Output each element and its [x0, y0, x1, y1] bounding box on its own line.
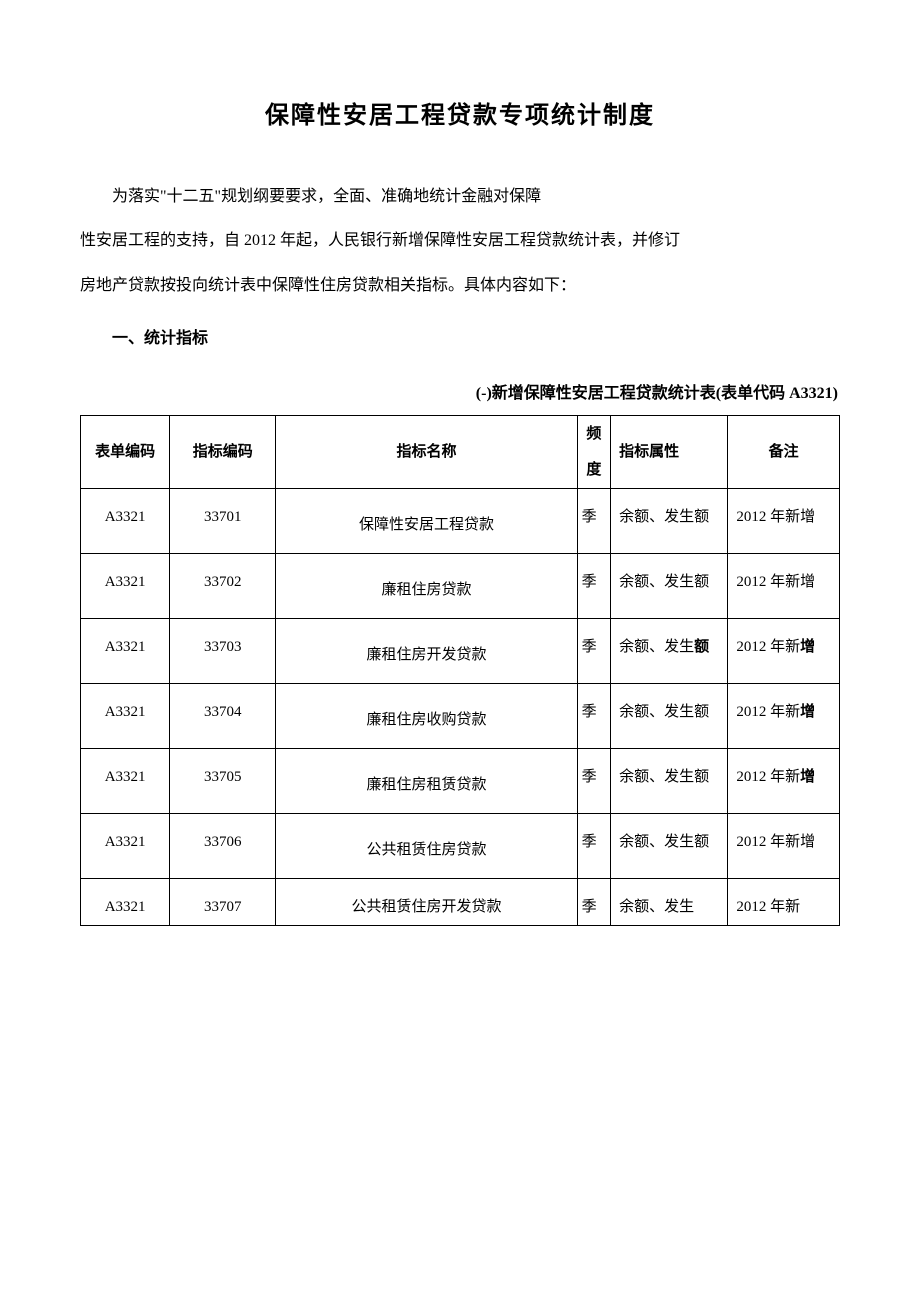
table-row: A332133701保障性安居工程贷款季余额、发生额2012 年新增: [81, 489, 840, 554]
cell-form-code: A3321: [81, 684, 170, 749]
cell-form-code: A3321: [81, 489, 170, 554]
bold-char: 增: [800, 704, 815, 720]
cell-indicator-code: 33705: [170, 749, 276, 814]
cell-form-code: A3321: [81, 749, 170, 814]
section-heading: 一、统计指标: [80, 321, 840, 356]
cell-indicator-code: 33703: [170, 619, 276, 684]
cell-attribute: 余额、发生额: [611, 749, 728, 814]
table-row: A332133705廉租住房租赁贷款季余额、发生额2012 年新增: [81, 749, 840, 814]
cell-indicator-name: 廉租住房贷款: [276, 554, 577, 619]
header-form-code: 表单编码: [81, 416, 170, 489]
cell-indicator-code: 33706: [170, 814, 276, 879]
header-remark: 备注: [728, 416, 840, 489]
cell-remark: 2012 年新增: [728, 814, 840, 879]
cell-indicator-name: 公共租赁住房开发贷款: [276, 879, 577, 926]
header-indicator-name: 指标名称: [276, 416, 577, 489]
cell-indicator-name: 廉租住房租赁贷款: [276, 749, 577, 814]
table-row: A332133706公共租赁住房贷款季余额、发生额2012 年新增: [81, 814, 840, 879]
cell-indicator-name: 廉租住房开发贷款: [276, 619, 577, 684]
cell-remark: 2012 年新增: [728, 684, 840, 749]
table-row: A332133704廉租住房收购贷款季余额、发生额2012 年新增: [81, 684, 840, 749]
paragraph-1-line-1: 为落实"十二五"规划纲要要求，全面、准确地统计金融对保障: [80, 178, 840, 216]
cell-attribute: 余额、发生额: [611, 814, 728, 879]
document-title: 保障性安居工程贷款专项统计制度: [80, 90, 840, 143]
cell-indicator-name: 保障性安居工程贷款: [276, 489, 577, 554]
statistics-table: 表单编码 指标编码 指标名称 频度 指标属性 备注 A332133701保障性安…: [80, 415, 840, 926]
bold-char: 增: [800, 639, 815, 655]
cell-frequency: 季: [577, 554, 610, 619]
table-caption: (-)新增保障性安居工程贷款统计表(表单代码 A3321): [80, 376, 840, 411]
cell-indicator-name: 廉租住房收购贷款: [276, 684, 577, 749]
table-row: A332133702廉租住房贷款季余额、发生额2012 年新增: [81, 554, 840, 619]
cell-remark: 2012 年新增: [728, 619, 840, 684]
cell-form-code: A3321: [81, 814, 170, 879]
cell-frequency: 季: [577, 489, 610, 554]
cell-indicator-code: 33707: [170, 879, 276, 926]
cell-indicator-name: 公共租赁住房贷款: [276, 814, 577, 879]
cell-indicator-code: 33702: [170, 554, 276, 619]
cell-remark: 2012 年新增: [728, 554, 840, 619]
cell-frequency: 季: [577, 879, 610, 926]
cell-indicator-code: 33701: [170, 489, 276, 554]
bold-char: 额: [694, 639, 709, 655]
paragraph-1-line-3: 房地产贷款按投向统计表中保障性住房贷款相关指标。具体内容如下：: [80, 267, 840, 305]
cell-frequency: 季: [577, 684, 610, 749]
cell-form-code: A3321: [81, 619, 170, 684]
header-attribute: 指标属性: [611, 416, 728, 489]
header-indicator-code: 指标编码: [170, 416, 276, 489]
paragraph-1-line-2: 性安居工程的支持，自 2012 年起，人民银行新增保障性安居工程贷款统计表，并修…: [80, 222, 840, 260]
table-row: A332133707公共租赁住房开发贷款季余额、发生2012 年新: [81, 879, 840, 926]
bold-char: 增: [800, 769, 815, 785]
cell-frequency: 季: [577, 814, 610, 879]
cell-form-code: A3321: [81, 554, 170, 619]
cell-frequency: 季: [577, 619, 610, 684]
cell-remark: 2012 年新增: [728, 489, 840, 554]
cell-attribute: 余额、发生额: [611, 619, 728, 684]
table-row: A332133703廉租住房开发贷款季余额、发生额2012 年新增: [81, 619, 840, 684]
header-frequency: 频度: [577, 416, 610, 489]
cell-remark: 2012 年新增: [728, 749, 840, 814]
cell-frequency: 季: [577, 749, 610, 814]
cell-attribute: 余额、发生额: [611, 554, 728, 619]
cell-attribute: 余额、发生额: [611, 684, 728, 749]
cell-attribute: 余额、发生额: [611, 489, 728, 554]
cell-form-code: A3321: [81, 879, 170, 926]
table-body: A332133701保障性安居工程贷款季余额、发生额2012 年新增A33213…: [81, 489, 840, 926]
cell-remark: 2012 年新: [728, 879, 840, 926]
cell-attribute: 余额、发生: [611, 879, 728, 926]
table-header-row: 表单编码 指标编码 指标名称 频度 指标属性 备注: [81, 416, 840, 489]
cell-indicator-code: 33704: [170, 684, 276, 749]
